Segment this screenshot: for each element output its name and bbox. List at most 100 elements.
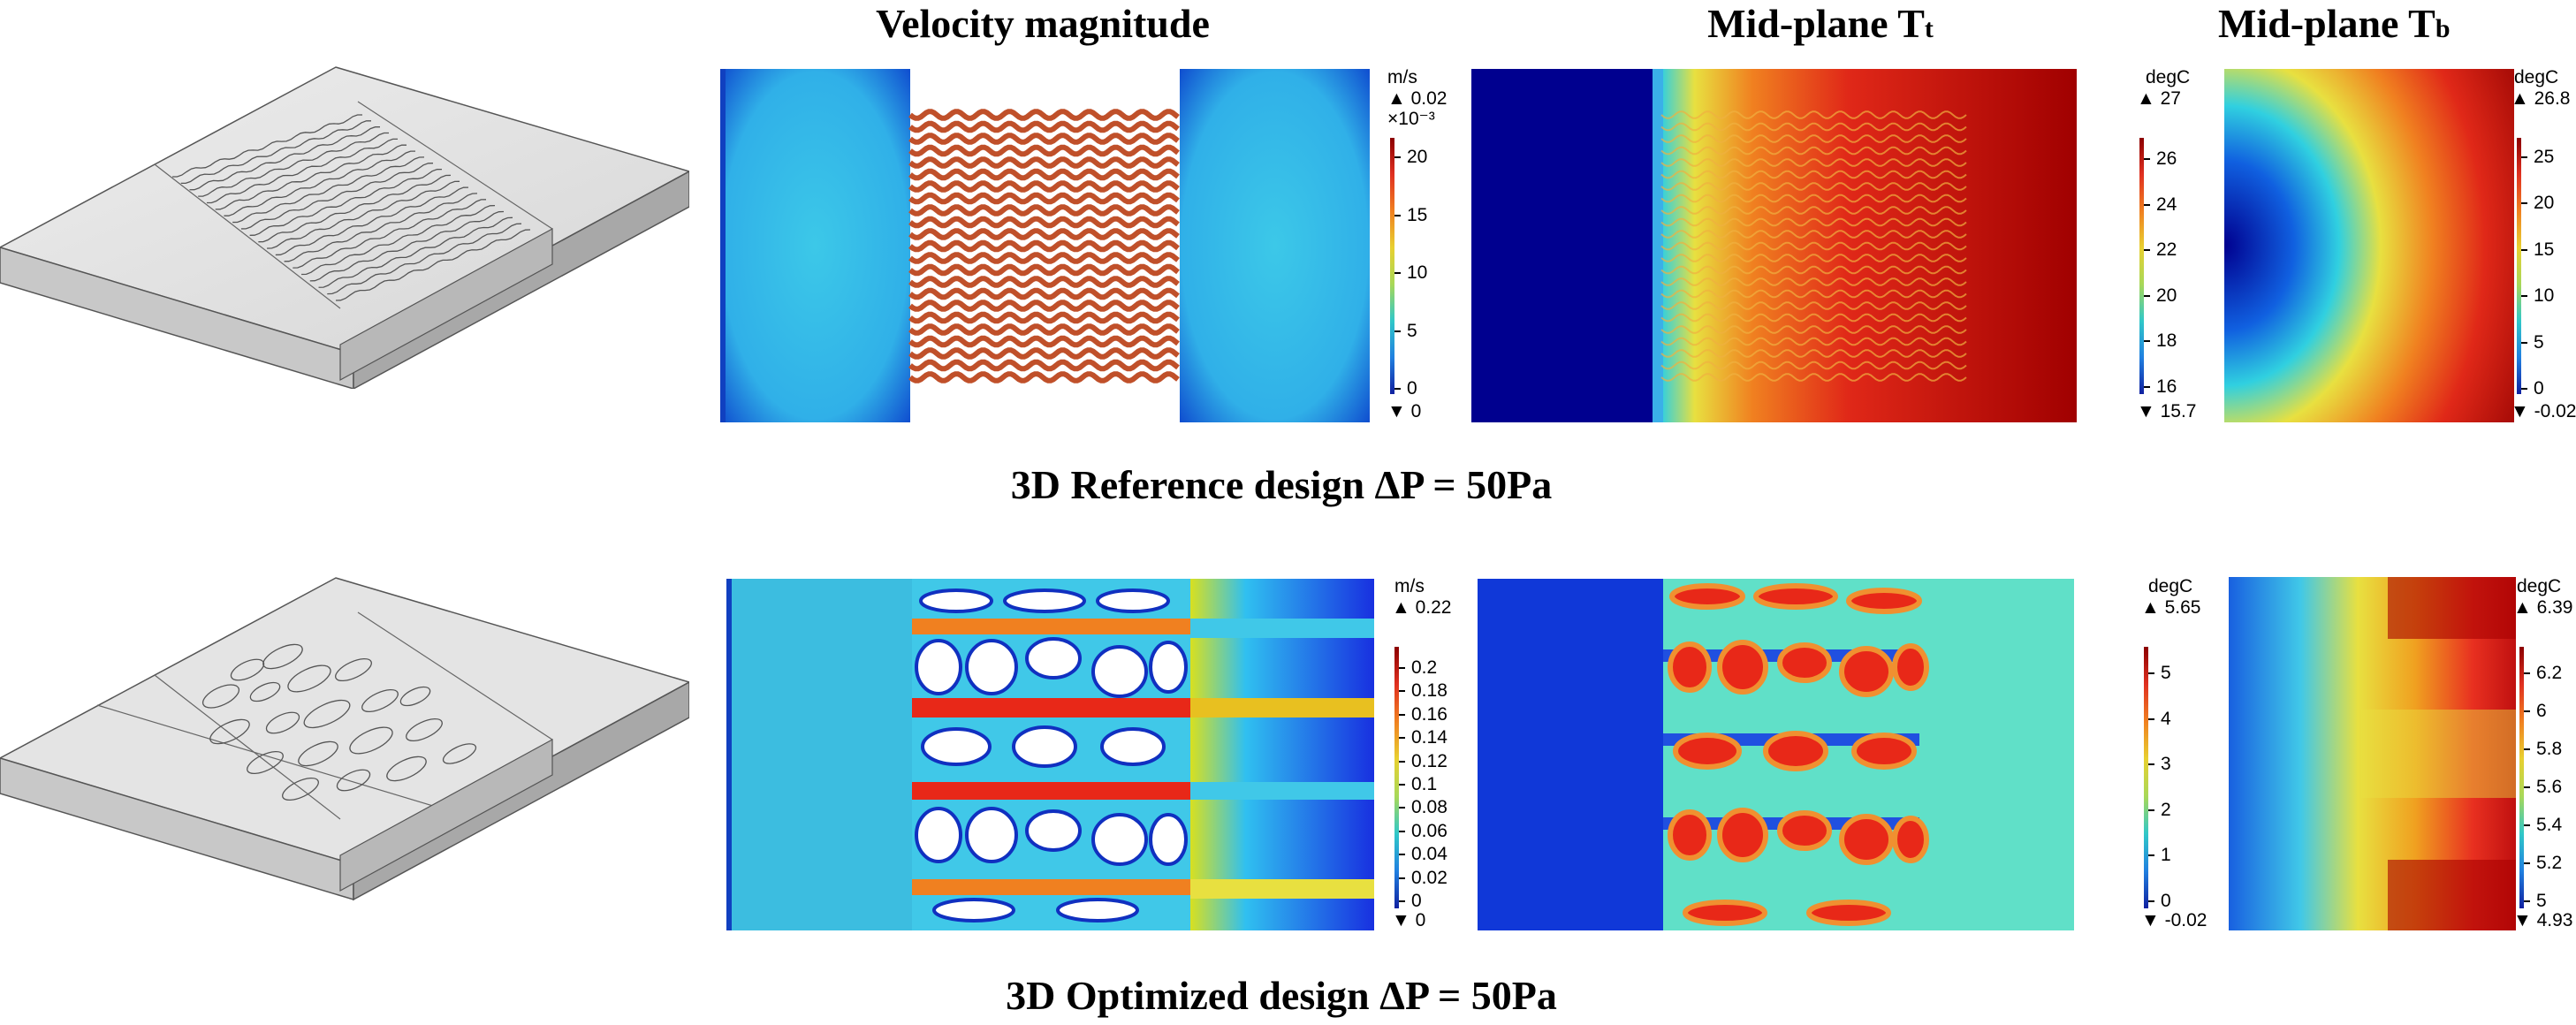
opt-tt-hot-pillars: [1668, 583, 1929, 926]
optimized-caption: 3D Optimized design ΔP = 50Pa: [1006, 973, 1557, 1018]
colorbar-tick-label: 0: [1407, 378, 1417, 399]
colorbar-tick-label: 2: [2161, 799, 2171, 820]
ref-velocity-min: ▼ 0: [1387, 401, 1422, 421]
wavy-channel-wall: [908, 180, 1180, 193]
colorbar-tick-mark: [1399, 784, 1405, 786]
colorbar-tick-label: 0.12: [1411, 750, 1448, 771]
ref-tt-wavy-channels: [1660, 110, 1967, 382]
optimized-3d-geometry: [0, 573, 689, 944]
opt-tt-max: ▲ 5.65: [2141, 597, 2201, 618]
wavy-channel-wall: [1660, 373, 1967, 382]
wavy-channel-outline: [301, 204, 496, 276]
opt-tb-max: ▲ 6.39: [2513, 597, 2573, 618]
wavy-channel-wall: [908, 347, 1180, 360]
opt-tb-colorbar: degC ▲ 6.39 6.2 6 5.8 5.6 5.4 5.2 5 ▼ 4.93: [2513, 576, 2575, 938]
opt-tb-min: ▼ 4.93: [2513, 910, 2573, 930]
wavy-channel-outline: [198, 132, 389, 197]
wavy-channel-wall: [908, 335, 1180, 348]
colorbar-tick-label: 1: [2161, 845, 2171, 866]
wavy-channel-wall: [1660, 182, 1967, 191]
wavy-channel-wall: [908, 228, 1180, 240]
wavy-channel-wall: [908, 371, 1180, 383]
colorbar-tick-mark: [2521, 388, 2527, 390]
colorbar-tick-mark: [2521, 341, 2527, 344]
colorbar-tick-mark: [2148, 900, 2154, 902]
colorbar-tick-label: 6: [2536, 701, 2547, 721]
colorbar-tick-label: 5: [2161, 663, 2171, 683]
reference-caption: 3D Reference design ΔP = 50Pa: [1010, 462, 1553, 507]
tt-header-main: Mid-plane T: [1707, 1, 1925, 46]
colorbar-tick-mark: [1399, 713, 1405, 716]
colorbar-tick-label: 5.4: [2536, 815, 2563, 835]
wavy-channel-wall: [908, 263, 1180, 277]
colorbar-tick-mark: [2524, 824, 2530, 826]
ref-velocity-colorbar: m/s ▲ 0.02 ×10⁻³ 20 15 10 5 0 ▼ 0: [1387, 67, 1502, 429]
colorbar-tick-mark: [1399, 807, 1405, 809]
opt-tt-plot: [1478, 579, 2074, 930]
wavy-channel-wall: [1660, 134, 1967, 143]
colorbar-tick-label: 0: [2534, 378, 2544, 399]
ref-tb-max: ▲ 26.8: [2511, 88, 2571, 109]
colorbar-tick-label: 24: [2156, 194, 2177, 215]
colorbar-tick-mark: [1399, 877, 1405, 879]
colorbar-tick-label: 15: [1407, 204, 1428, 225]
colorbar-tick-mark: [1399, 667, 1405, 669]
wavy-channel-wall: [1660, 277, 1967, 286]
wavy-channel-wall: [908, 133, 1180, 145]
wavy-channel-wall: [908, 239, 1180, 253]
ref-tt-unit: degC: [2146, 67, 2191, 87]
colorbar-tick-mark: [2144, 203, 2150, 206]
wavy-channel-outline: [224, 150, 415, 216]
ref-tt-gradient: [2139, 138, 2144, 394]
wavy-channel-outline: [293, 199, 487, 269]
opt-velocity-pillars: [915, 588, 1188, 922]
ref-tt-min: ▼ 15.7: [2137, 401, 2197, 421]
colorbar-tick-mark: [1399, 690, 1405, 693]
colorbar-tick-label: 0.02: [1411, 867, 1448, 888]
ref-velocity-max: ▲ 0.02: [1387, 88, 1448, 109]
opt-velocity-unit: m/s: [1394, 576, 1425, 596]
opt-tt-gradient: [2144, 647, 2148, 908]
colorbar-tick-label: 10: [1407, 262, 1428, 283]
wavy-channel-outline: [335, 229, 531, 301]
colorbar-tick-mark: [2524, 900, 2530, 902]
colorbar-tick-mark: [2144, 158, 2150, 160]
colorbar-tick-label: 0.14: [1411, 727, 1448, 748]
colorbar-tick-mark: [2148, 763, 2154, 766]
opt-tt-unit: degC: [2148, 576, 2193, 596]
wavy-channel-wall: [908, 204, 1180, 216]
wavy-channel-wall: [1660, 241, 1967, 251]
wavy-channel-wall: [1660, 337, 1967, 346]
opt-tb-gradient: [2519, 647, 2524, 908]
wavy-channel-outline: [275, 186, 469, 256]
colorbar-tick-label: 0: [1411, 891, 1422, 911]
colorbar-tick-label: 3: [2161, 754, 2171, 775]
wavy-channel-outline: [284, 193, 478, 262]
ref-tt-plot: [1471, 69, 2077, 422]
colorbar-tick-mark: [2144, 386, 2150, 388]
colorbar-tick-label: 0.08: [1411, 797, 1448, 818]
opt-tt-colorbar: degC ▲ 5.65 5 4 3 2 1 0 ▼ -0.02: [2141, 576, 2230, 938]
colorbar-tick-mark: [1399, 854, 1405, 856]
colorbar-tick-mark: [2148, 672, 2154, 674]
colorbar-tick-mark: [2524, 862, 2530, 864]
wavy-channel-outline: [215, 144, 407, 210]
colorbar-tick-mark: [1394, 388, 1401, 390]
opt-velocity-min: ▼ 0: [1392, 910, 1426, 930]
ref-velocity-scale: ×10⁻³: [1387, 109, 1435, 129]
ref-tt-max: ▲ 27: [2137, 88, 2181, 109]
wavy-channel-outline: [327, 223, 522, 295]
colorbar-tick-mark: [2524, 710, 2530, 712]
colorbar-tick-label: 0.1: [1411, 774, 1438, 794]
wavy-channel-wall: [908, 168, 1180, 181]
wavy-channel-outline: [318, 216, 513, 288]
colorbar-tick-mark: [1399, 900, 1405, 902]
ref-tb-colorbar: degC ▲ 26.8 25 20 15 10 5 0 ▼ -0.02: [2511, 67, 2576, 429]
tb-header-main: Mid-plane T: [2218, 1, 2435, 46]
colorbar-tick-label: 0.16: [1411, 703, 1448, 725]
colorbar-tick-mark: [1394, 330, 1401, 332]
colorbar-tick-mark: [2521, 156, 2527, 158]
opt-velocity-max: ▲ 0.22: [1392, 597, 1452, 618]
wavy-channel-outline: [309, 210, 505, 282]
colorbar-tick-label: 20: [1407, 147, 1428, 167]
